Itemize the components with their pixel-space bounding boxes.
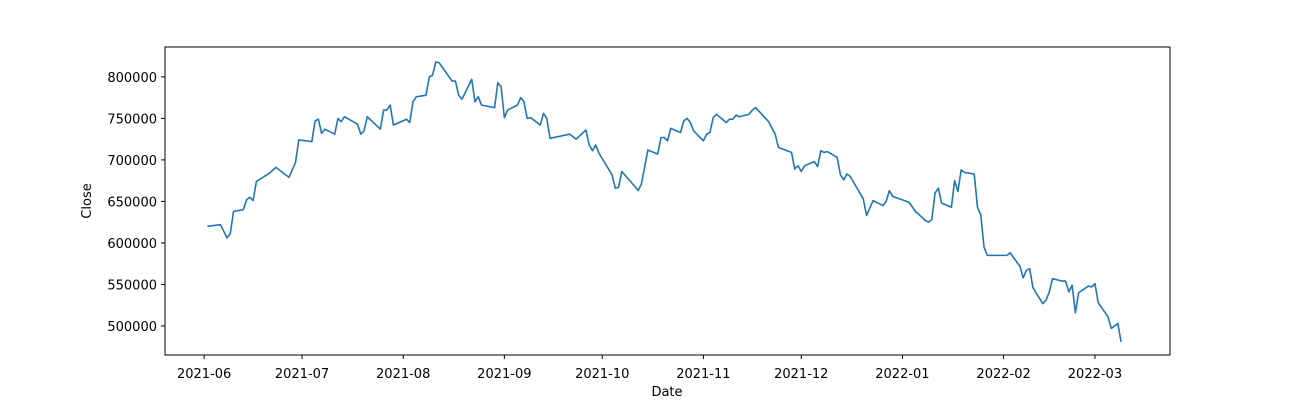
x-tick-label: 2022-01: [875, 367, 929, 382]
x-tick-label: 2021-12: [774, 367, 828, 382]
x-tick-label: 2021-08: [376, 367, 430, 382]
x-tick-label: 2022-02: [976, 367, 1030, 382]
y-tick-label: 750000: [107, 112, 157, 127]
y-tick-label: 800000: [107, 71, 157, 86]
y-tick-label: 550000: [107, 278, 157, 293]
x-tick-label: 2021-09: [477, 367, 531, 382]
x-tick-label: 2021-07: [275, 367, 329, 382]
x-tick-label: 2021-10: [575, 367, 629, 382]
line-series: [207, 61, 1122, 342]
y-tick-label: 700000: [107, 154, 157, 169]
y-axis-label: Close: [80, 183, 95, 218]
x-tick-label: 2021-06: [177, 367, 231, 382]
plot-frame: [164, 46, 1171, 356]
x-axis-label: Date: [651, 385, 682, 400]
y-tick-label: 500000: [107, 320, 157, 335]
x-tick-label: 2021-11: [676, 367, 730, 382]
x-tick-label: 2022-03: [1068, 367, 1122, 382]
y-tick-label: 600000: [107, 237, 157, 252]
y-tick-label: 650000: [107, 195, 157, 210]
